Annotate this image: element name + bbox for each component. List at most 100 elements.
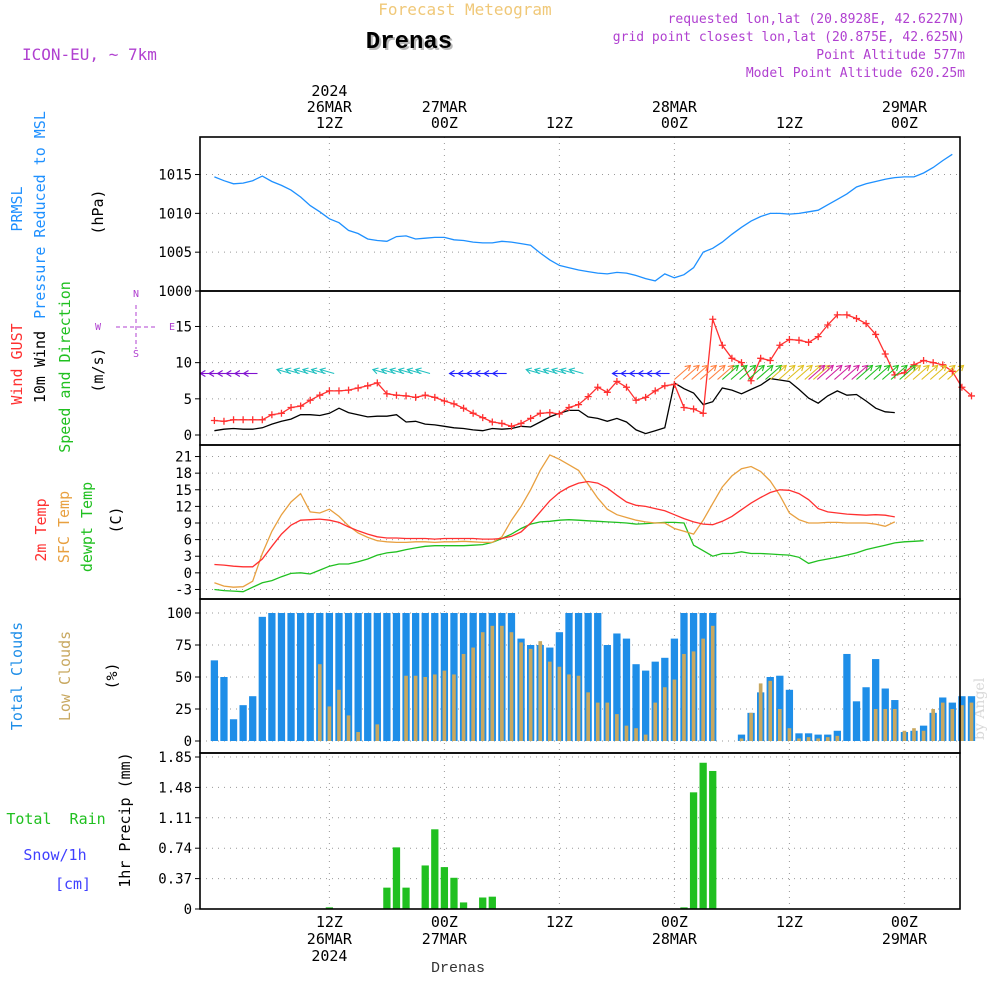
dewpt-label: dewpt Temp xyxy=(78,482,96,572)
low-cloud-bar xyxy=(778,709,782,741)
low-cloud-bar xyxy=(375,724,380,741)
rain-bar xyxy=(431,829,439,909)
wind-gust-marker xyxy=(287,404,295,412)
top-time-label: 29MAR xyxy=(882,98,928,116)
panel-frame-pressure xyxy=(199,136,961,292)
top-time-label: 2024 xyxy=(311,82,347,100)
wind-gust-marker xyxy=(325,387,333,395)
wind-arrow-head xyxy=(861,364,869,372)
low-cloud-bar xyxy=(653,702,658,741)
wind-gust-marker xyxy=(268,411,276,419)
wind-gust-marker xyxy=(690,405,698,413)
total-cloud-bar xyxy=(354,613,362,741)
y-tick-label: 15 xyxy=(175,319,192,335)
low-cloud-bar xyxy=(624,725,629,741)
pressure-sub-label: Pressure Reduced to MSL xyxy=(31,111,49,319)
low-cloud-bar xyxy=(835,735,840,741)
wind-gust-marker xyxy=(737,359,745,367)
y-tick-label: 50 xyxy=(175,670,192,686)
low-cloud-bar xyxy=(969,702,974,741)
wind-gust-marker xyxy=(757,354,765,362)
direction-label: Speed and Direction xyxy=(56,281,74,453)
low-cloud-bar xyxy=(480,632,485,741)
low-cloud-bar xyxy=(710,625,715,741)
wind-arrow-head xyxy=(216,370,223,377)
low-cloud-bar xyxy=(787,728,792,741)
low-cloud-bar xyxy=(749,712,753,741)
rain-bar xyxy=(392,847,401,909)
low-cloud-bar xyxy=(672,679,677,741)
y-tick-label: 0.74 xyxy=(158,841,192,857)
chart-title: Forecast Meteogram xyxy=(378,0,551,19)
bottom-time-label: 26MAR xyxy=(307,930,353,948)
total-cloud-bar xyxy=(651,661,659,741)
wind-arrow-head xyxy=(844,364,852,372)
wind-arrow xyxy=(816,365,834,380)
wind-arrow-head xyxy=(628,370,636,377)
wind-gust-marker xyxy=(546,409,554,417)
wind-gust-marker xyxy=(316,391,324,399)
wind-arrow xyxy=(674,365,691,380)
wind-unit: (m/s) xyxy=(89,347,107,392)
wind-arrow-head xyxy=(741,364,748,372)
wind-gust-marker xyxy=(421,391,429,399)
total-cloud-bar xyxy=(622,638,631,741)
wind-arrow-head xyxy=(406,367,414,375)
total-cloud-bar xyxy=(239,705,247,741)
bottom-time-label: 00Z xyxy=(661,913,688,931)
rain-bar xyxy=(450,877,458,909)
wind-gust-marker xyxy=(747,377,755,385)
y-tick-label: 1.48 xyxy=(158,780,192,796)
low-cloud-bar xyxy=(317,664,322,741)
t2m-label: 2m Temp xyxy=(32,498,50,561)
rain-bar xyxy=(383,887,391,909)
wind-arrow-head xyxy=(301,367,309,375)
total-cloud-bar xyxy=(603,645,611,741)
top-time-label: 27MAR xyxy=(422,98,468,116)
rain-bar xyxy=(680,907,688,909)
low-cloud-bar xyxy=(346,715,351,741)
wind-gust-marker xyxy=(805,338,813,346)
wind-arrow-head xyxy=(684,364,692,372)
y-tick-label: 6 xyxy=(184,533,192,549)
wind-arrow-head xyxy=(931,364,939,372)
wind-arrow-head xyxy=(693,364,700,372)
wind-arrow-head xyxy=(949,364,956,372)
wind-gust-marker xyxy=(412,393,420,401)
wind-gust-marker xyxy=(872,330,880,338)
wind-arrow-head xyxy=(883,364,891,372)
wind-arrow xyxy=(787,365,804,380)
wind-gust-marker xyxy=(507,422,515,430)
wind-arrow xyxy=(415,368,431,375)
total-cloud-bar xyxy=(852,701,861,741)
wind-arrow xyxy=(739,365,756,380)
wind-arrow xyxy=(842,365,860,380)
wind-arrow-head xyxy=(866,364,874,372)
y-tick-label: 18 xyxy=(175,466,192,482)
low-cloud-bar xyxy=(893,709,897,741)
bottom-time-label: 2024 xyxy=(311,947,347,965)
total-cloud-bar xyxy=(210,660,219,741)
wind-gust-marker xyxy=(843,311,851,319)
wind-arrow-head xyxy=(806,364,813,372)
rain-bar xyxy=(699,762,707,909)
y-tick-label: 75 xyxy=(175,638,192,654)
wind-gust-marker xyxy=(373,379,381,387)
precip-unit: 1hr Precip (mm) xyxy=(116,752,134,887)
wind-arrow-head xyxy=(818,364,826,372)
wind-arrows xyxy=(199,364,965,380)
wind-arrow-head xyxy=(542,367,550,375)
wind-gust-marker xyxy=(469,409,477,417)
y-tick-label: -3 xyxy=(175,582,192,598)
y-tick-label: 21 xyxy=(175,450,192,466)
wind-arrow-head xyxy=(457,370,464,377)
wind-arrow xyxy=(699,365,717,380)
wind-gust-marker xyxy=(258,416,266,424)
total-cloud-bar xyxy=(814,734,822,741)
top-time-label: 26MAR xyxy=(307,98,353,116)
wind-arrow-head xyxy=(654,370,661,377)
wind-label: 10m Wind xyxy=(31,331,49,403)
wind-arrow xyxy=(890,365,908,380)
wind-arrow xyxy=(320,368,335,375)
panel-frame-precipitation xyxy=(199,752,961,910)
